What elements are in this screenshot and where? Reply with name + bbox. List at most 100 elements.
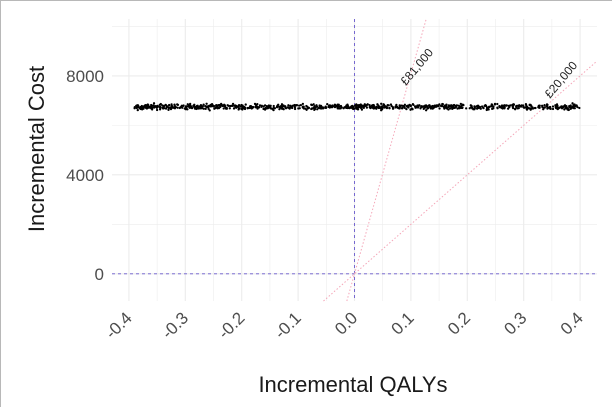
scatter-point [459, 102, 462, 106]
scatter-point [171, 105, 174, 108]
scatter-point [543, 104, 546, 107]
scatter-point [233, 104, 236, 107]
y-tick-label: 4000 [66, 166, 104, 185]
scatter-point [295, 104, 298, 107]
scatter-point [465, 107, 468, 110]
x-tick-label: 0.4 [557, 308, 587, 338]
scatter-point [188, 106, 192, 109]
scatter-point [318, 106, 322, 109]
scatter-point [192, 105, 195, 108]
scatter-point [566, 108, 569, 111]
scatter-point [159, 102, 162, 106]
scatter-point [339, 104, 343, 108]
scatter-point [350, 106, 354, 109]
scatter-point [167, 108, 170, 112]
x-tick-label: -0.4 [102, 308, 136, 342]
scatter-point [572, 104, 575, 107]
scatter-point [381, 105, 384, 108]
scatter-point [151, 104, 155, 107]
y-tick-label: 8000 [66, 67, 104, 86]
scatter-point [205, 102, 208, 105]
scatter-point [355, 104, 358, 107]
scatter-point [215, 104, 218, 108]
scatter-point [218, 104, 221, 107]
scatter-point [433, 104, 436, 107]
scatter-point [316, 108, 319, 111]
scatter-point [512, 103, 516, 106]
scatter-point [291, 106, 294, 110]
scatter-point [478, 106, 481, 109]
scatter-point [305, 104, 308, 108]
scatter-point [184, 107, 188, 111]
x-tick-label: 0.2 [444, 308, 474, 338]
scatter-point [461, 106, 464, 109]
scatter-point [133, 105, 136, 109]
scatter-point [281, 106, 284, 109]
scatter-point [457, 104, 460, 107]
scatter-point [401, 107, 404, 110]
scatter-point [255, 104, 258, 107]
threshold-label: £20,000 [542, 58, 581, 100]
x-tick-label: 0.1 [388, 308, 418, 338]
scatter-point [299, 104, 303, 107]
scatter-point [150, 108, 154, 111]
scatter-point [484, 104, 487, 107]
scatter-point [339, 107, 342, 110]
scatter-point [161, 104, 164, 107]
scatter-point [228, 107, 231, 110]
scatter-point [165, 105, 168, 109]
scatter-point [191, 106, 194, 110]
scatter-point [150, 105, 153, 108]
scatter-point [254, 106, 258, 109]
scatter-point [326, 103, 329, 106]
x-tick-label: 0.3 [500, 308, 530, 338]
scatter-point [156, 105, 160, 108]
scatter-point [145, 104, 148, 107]
scatter-point [314, 106, 317, 109]
scatter-point [417, 104, 421, 107]
scatter-point [265, 104, 269, 108]
scatter-point [487, 108, 490, 111]
scatter-point [136, 105, 139, 108]
scatter-point [445, 106, 448, 110]
scatter-point [162, 105, 165, 109]
scatter-point [537, 106, 541, 109]
scatter-point [288, 107, 291, 110]
scatter-point [213, 107, 216, 110]
scatter-point [210, 104, 213, 108]
scatter-point [414, 106, 417, 109]
scatter-point [482, 106, 485, 110]
scatter-point [454, 104, 458, 107]
scatter-point [420, 105, 423, 108]
scatter-point [411, 103, 415, 106]
scatter-point [369, 105, 372, 109]
scatter-point [403, 103, 407, 106]
scatter-point [242, 105, 245, 108]
scatter-point [441, 102, 444, 106]
scatter-point [167, 103, 171, 107]
scatter-point [184, 105, 188, 108]
scatter-point [136, 108, 139, 112]
threshold-labels: £81,000 £20,000 [398, 45, 581, 100]
scatter-point [498, 105, 501, 108]
scatter-point [491, 104, 494, 107]
scatter-point [327, 105, 330, 108]
scatter-point [356, 108, 360, 111]
scatter-point [263, 107, 266, 110]
scatter-points [133, 102, 581, 112]
scatter-point [513, 108, 517, 111]
x-tick-label: -0.1 [271, 308, 305, 342]
scatter-point [231, 104, 234, 108]
scatter-point [140, 108, 144, 111]
scatter-point [312, 103, 315, 106]
scatter-point [307, 107, 310, 110]
scatter-point [505, 104, 508, 107]
scatter-point [170, 103, 173, 106]
scatter-point [362, 105, 365, 108]
scatter-point [431, 104, 434, 108]
scatter-point [199, 104, 203, 107]
scatter-point [524, 103, 528, 106]
scatter-point [450, 106, 454, 109]
scatter-point [372, 107, 376, 110]
